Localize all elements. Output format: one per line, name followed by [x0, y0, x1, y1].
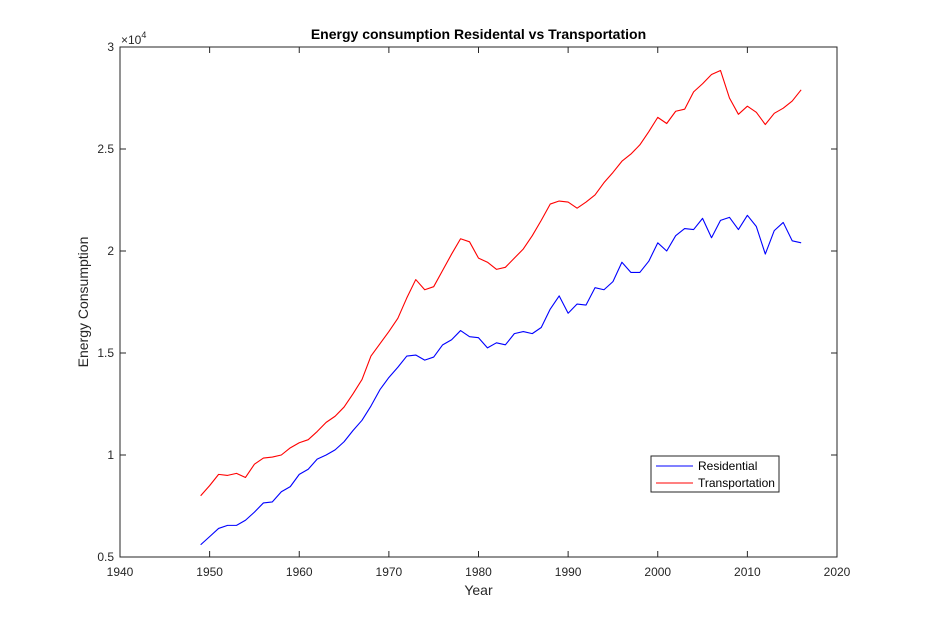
legend: Residential Transportation — [650, 455, 780, 493]
y-tick-label: 2.5 — [97, 142, 114, 156]
y-tick-label: 1.5 — [97, 346, 114, 360]
x-tick-label: 1990 — [555, 565, 582, 579]
x-tick-label: 1940 — [107, 565, 134, 579]
legend-box — [650, 455, 780, 493]
x-tick-label: 2020 — [824, 565, 851, 579]
x-axis-label: Year — [464, 582, 493, 598]
x-tick-label: 1960 — [286, 565, 313, 579]
series-line-residential — [200, 214, 802, 546]
x-tick-label: 1970 — [376, 565, 403, 579]
x-axis: 1940 1950 1960 1970 1980 1990 2000 2010 2020 — [107, 47, 851, 579]
y-tick-label: 3 — [107, 40, 114, 54]
legend-label: Transportation — [698, 476, 775, 490]
x-tick-label: 1980 — [465, 565, 492, 579]
y-tick-label: 0.5 — [97, 550, 114, 564]
y-tick-label: 1 — [107, 448, 114, 462]
y-tick-label: 2 — [107, 244, 114, 258]
chart-title: Energy consumption Residental vs Transpo… — [311, 26, 646, 42]
y-axis-exponent: ×104 — [121, 30, 146, 47]
legend-label: Residential — [698, 459, 757, 473]
x-tick-label: 1950 — [196, 565, 223, 579]
y-axis-exponent-power: 4 — [141, 30, 146, 40]
series-lines — [200, 69, 802, 546]
y-axis-exponent-base: ×10 — [121, 33, 142, 47]
y-axis-label: Energy Consumption — [75, 237, 91, 368]
y-axis: 0.5 1 1.5 2 2.5 3 — [97, 40, 837, 564]
x-tick-label: 2000 — [644, 565, 671, 579]
series-line-transportation — [200, 69, 802, 497]
x-tick-label: 2010 — [734, 565, 761, 579]
